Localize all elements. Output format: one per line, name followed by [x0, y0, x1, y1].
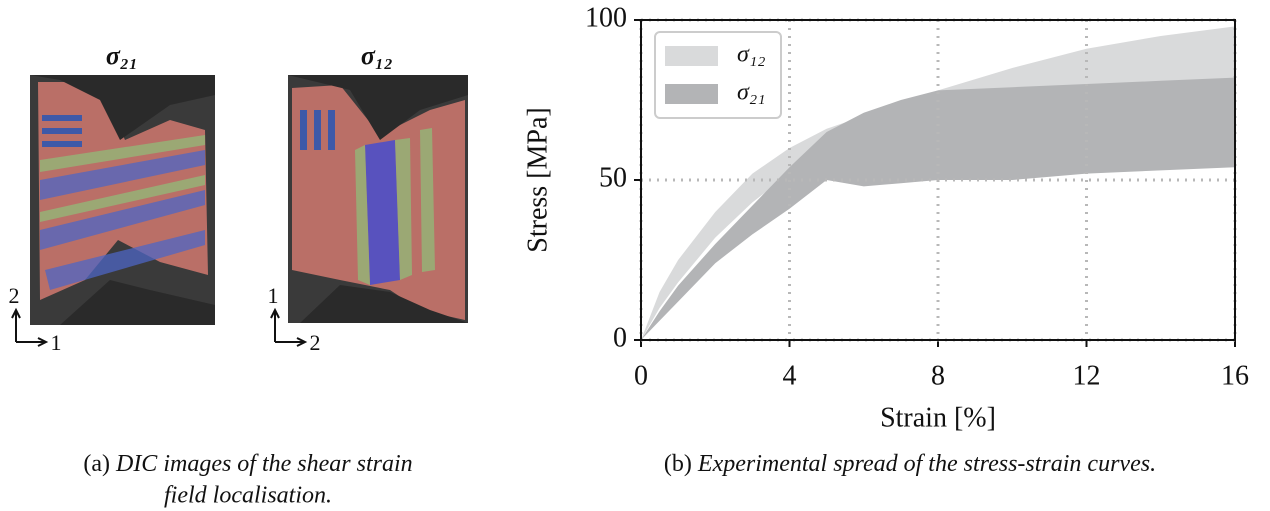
x-tick-label: 4	[783, 360, 797, 391]
image-title: σ₁₂	[361, 41, 393, 70]
caption-text: Experimental spread of the stress-strain…	[697, 451, 1156, 477]
image-title: σ₂₁	[106, 41, 138, 70]
x-tick-label: 0	[634, 360, 648, 391]
legend-label: σ₁₂	[737, 42, 766, 68]
x-tick-label: 12	[1073, 360, 1101, 391]
caption-label: (a)	[83, 451, 110, 477]
legend-label: σ₂₁	[737, 80, 766, 106]
y-tick-label: 50	[599, 162, 627, 193]
y-tick-label: 0	[613, 322, 627, 353]
caption-text: field localisation.	[164, 483, 332, 509]
axis-arrow-label: 2	[310, 330, 321, 355]
x-tick-label: 8	[931, 360, 945, 391]
y-tick-label: 100	[585, 2, 627, 33]
band	[641, 77, 1235, 340]
caption: (b) Experimental spread of the stress-st…	[664, 451, 1156, 477]
axis-arrows	[11, 307, 308, 347]
y-axis-label: Stress [MPa]	[522, 107, 553, 252]
legend-swatch	[665, 84, 718, 104]
legend-swatch	[665, 46, 718, 66]
band	[641, 26, 1235, 341]
caption-label: (b)	[664, 451, 692, 477]
caption-text: DIC images of the shear strain	[115, 451, 413, 477]
x-tick-label: 16	[1221, 360, 1249, 391]
axis-arrow-label: 2	[9, 283, 20, 308]
axis-arrow-label: 1	[51, 330, 62, 355]
dic-image-2	[288, 75, 468, 323]
x-axis-label: Strain [%]	[880, 402, 996, 433]
caption: (a) DIC images of the shear strain	[83, 451, 412, 477]
plot-frame	[640, 19, 1236, 341]
dic-image-1	[30, 75, 215, 325]
axis-arrow-label: 1	[268, 283, 279, 308]
